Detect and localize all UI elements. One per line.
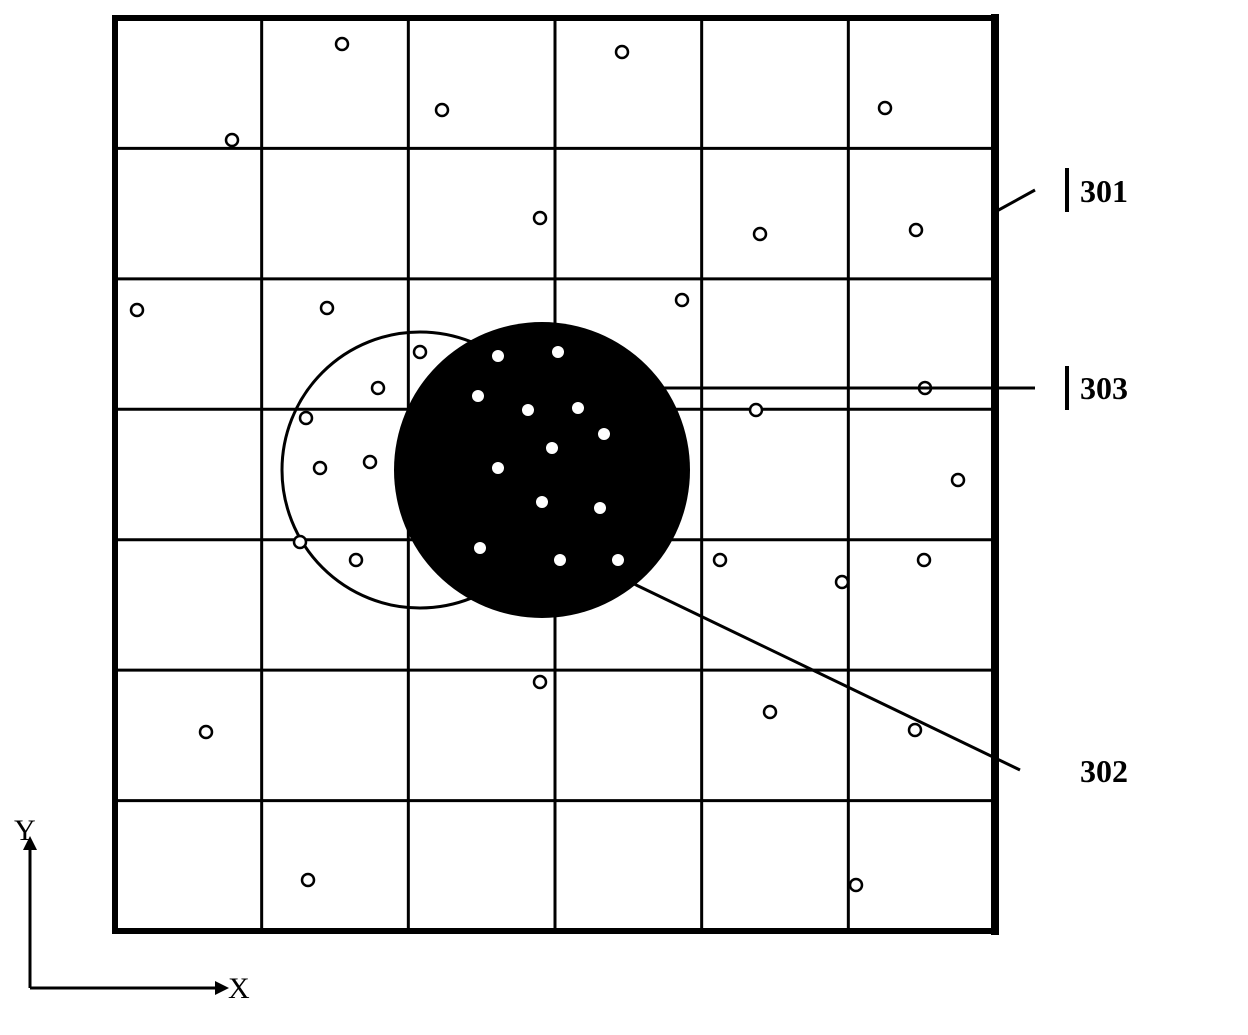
open-dot <box>314 462 326 474</box>
open-dot <box>300 412 312 424</box>
callout-302-label: 302 <box>1080 753 1128 789</box>
white-dot <box>598 428 610 440</box>
white-dot <box>522 404 534 416</box>
filled-circle <box>394 322 690 618</box>
callout-301-label: 301 <box>1080 173 1128 209</box>
open-dot <box>952 474 964 486</box>
open-dot <box>302 874 314 886</box>
white-dot <box>492 462 504 474</box>
x-axis-arrowhead-icon <box>215 981 229 995</box>
open-dot <box>321 302 333 314</box>
white-dot <box>594 502 606 514</box>
open-dot <box>350 554 362 566</box>
white-dot <box>552 346 564 358</box>
open-dot <box>226 134 238 146</box>
open-dot <box>364 456 376 468</box>
open-dot <box>336 38 348 50</box>
white-dot <box>474 542 486 554</box>
open-dot <box>200 726 212 738</box>
y-axis-label: Y <box>14 814 36 847</box>
open-dot <box>414 346 426 358</box>
white-dot <box>554 554 566 566</box>
open-dot <box>616 46 628 58</box>
x-axis-label: X <box>228 972 250 1005</box>
open-dot <box>850 879 862 891</box>
white-dot <box>572 402 584 414</box>
callout-301-leader <box>995 190 1035 212</box>
open-dot <box>910 224 922 236</box>
open-dot <box>754 228 766 240</box>
open-dot <box>764 706 776 718</box>
open-dot <box>918 554 930 566</box>
open-dot <box>714 554 726 566</box>
open-dot <box>534 212 546 224</box>
open-dot <box>131 304 143 316</box>
white-dot <box>472 390 484 402</box>
white-dot <box>612 554 624 566</box>
open-dot <box>836 576 848 588</box>
white-dot <box>546 442 558 454</box>
open-dot <box>436 104 448 116</box>
open-dot <box>750 404 762 416</box>
open-dot <box>294 536 306 548</box>
white-dot <box>536 496 548 508</box>
white-dot <box>492 350 504 362</box>
open-dot <box>534 676 546 688</box>
callout-303-label: 303 <box>1080 370 1128 406</box>
diagram-svg: 301 303 302 Y X <box>0 0 1248 1035</box>
open-dot <box>676 294 688 306</box>
open-dot <box>372 382 384 394</box>
open-dot <box>909 724 921 736</box>
open-dot <box>879 102 891 114</box>
